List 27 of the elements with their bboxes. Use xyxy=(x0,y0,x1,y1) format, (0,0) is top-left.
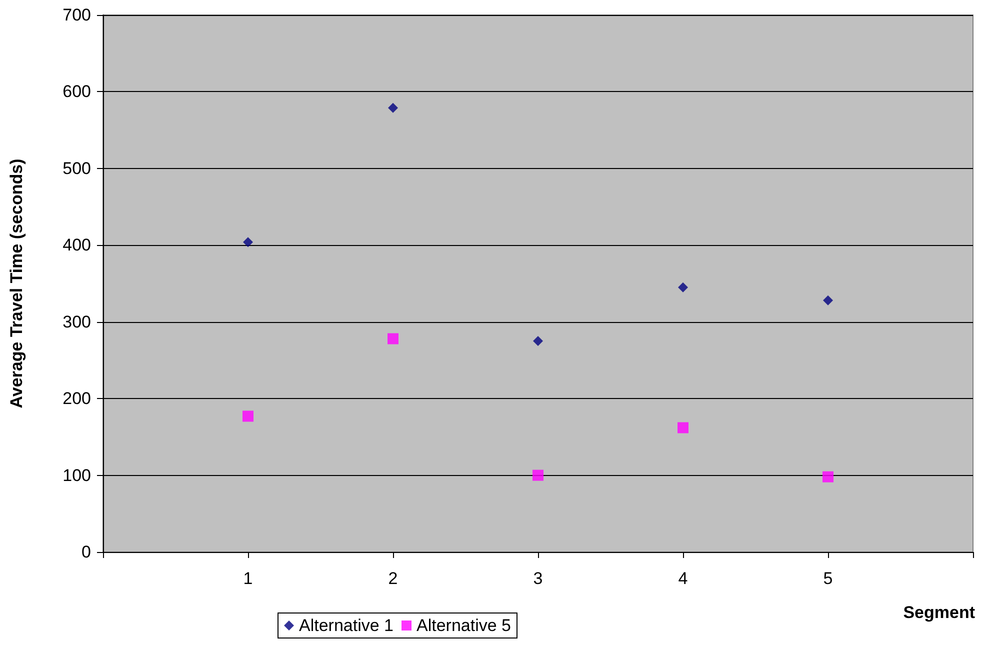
point xyxy=(822,471,834,482)
y-tick-label: 700 xyxy=(62,6,91,24)
y-tick-label: 400 xyxy=(62,236,91,255)
y-tick-label: 300 xyxy=(62,312,91,332)
x-tick-label: 5 xyxy=(823,569,833,588)
point xyxy=(532,470,544,481)
point xyxy=(388,102,398,113)
point xyxy=(243,237,253,248)
legend-label: Alternative 5 xyxy=(416,616,511,635)
x-tick-label: 2 xyxy=(388,569,398,588)
point xyxy=(242,410,254,422)
point xyxy=(388,333,398,344)
x-axis-title: Segment xyxy=(903,603,976,622)
y-axis-title: Average Travel Time (seconds) xyxy=(7,158,26,408)
point xyxy=(823,295,833,306)
x-tick-label: 1 xyxy=(243,569,253,588)
point xyxy=(678,282,688,292)
y-tick-label: 100 xyxy=(62,466,91,485)
y-tick-label: 200 xyxy=(62,389,91,408)
legend-label: Alternative 1 xyxy=(299,616,394,635)
point xyxy=(533,336,543,346)
x-tick-label: 4 xyxy=(678,569,688,588)
point xyxy=(678,422,688,434)
y-tick-label: 500 xyxy=(62,158,91,178)
x-tick-label: 3 xyxy=(533,569,543,588)
y-tick-label: 600 xyxy=(62,82,91,102)
y-tick-label: 0 xyxy=(82,542,91,562)
